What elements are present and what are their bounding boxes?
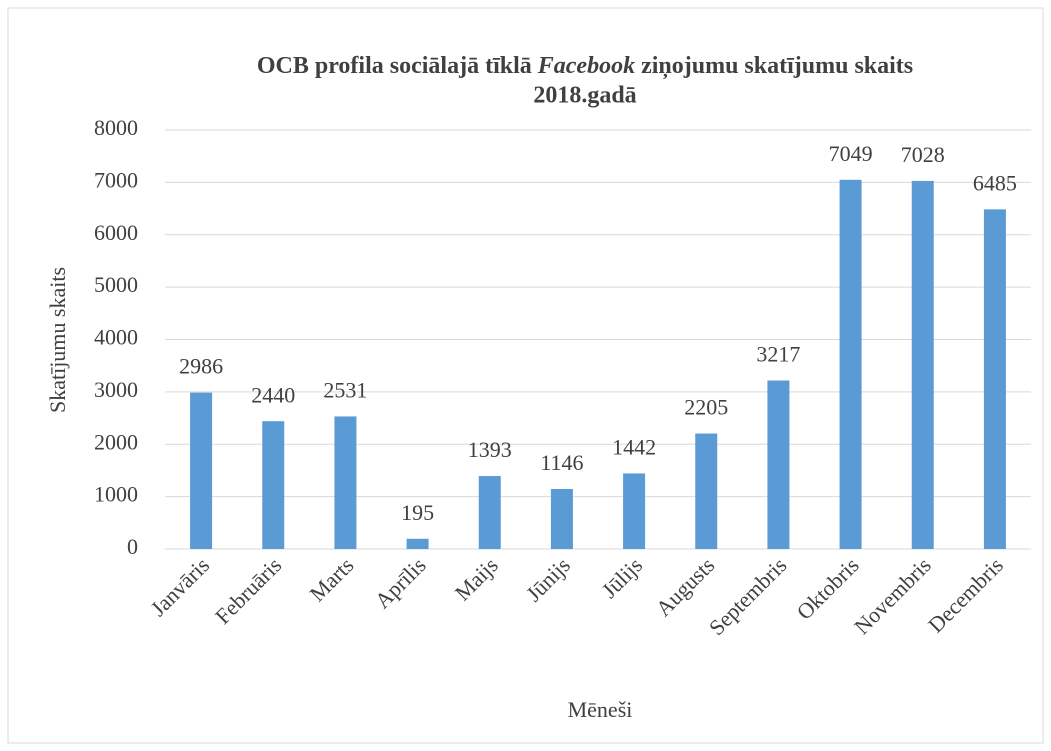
title-part: Facebook <box>537 53 635 79</box>
data-label: 2440 <box>251 382 295 407</box>
title-part: OCB profila sociālajā tīklā <box>257 53 532 79</box>
bar <box>695 433 718 549</box>
chart-title: OCB profila sociālajā tīklā Facebook ziņoj… <box>257 53 913 80</box>
bar <box>406 538 429 549</box>
y-tick-label: 2000 <box>94 429 138 454</box>
chart-title: 2018.gadā <box>533 83 636 109</box>
data-label: 2531 <box>323 377 367 402</box>
y-tick-label: 3000 <box>94 377 138 402</box>
data-label: 1442 <box>612 435 656 460</box>
x-axis-title: Mēneši <box>568 697 633 722</box>
bar <box>767 380 790 549</box>
data-label: 3217 <box>756 342 800 367</box>
title-part: ziņojumu skatījumu skaits <box>641 53 913 80</box>
data-label: 2205 <box>684 395 728 420</box>
bar <box>190 392 213 549</box>
bar <box>839 179 862 549</box>
y-tick-label: 5000 <box>94 272 138 297</box>
bar <box>478 476 501 549</box>
bar <box>262 421 285 549</box>
bar <box>623 473 646 549</box>
y-tick-label: 6000 <box>94 220 138 245</box>
y-tick-label: 4000 <box>94 325 138 350</box>
y-tick-label: 7000 <box>94 167 138 192</box>
data-label: 7028 <box>901 142 945 167</box>
data-label: 1393 <box>468 437 512 462</box>
data-label: 195 <box>401 500 434 525</box>
data-label: 6485 <box>973 170 1017 195</box>
chart-border <box>7 7 1044 744</box>
y-tick-label: 0 <box>127 534 138 559</box>
y-axis-title: Skatījumu skaits <box>45 267 70 413</box>
bar <box>550 488 573 549</box>
y-tick-label: 1000 <box>94 482 138 507</box>
data-label: 1146 <box>540 450 583 475</box>
data-label: 2986 <box>179 354 223 379</box>
bar <box>911 180 934 549</box>
bar <box>983 209 1006 549</box>
data-label: 7049 <box>829 141 873 166</box>
y-tick-label: 8000 <box>94 115 138 140</box>
bar <box>334 416 357 549</box>
